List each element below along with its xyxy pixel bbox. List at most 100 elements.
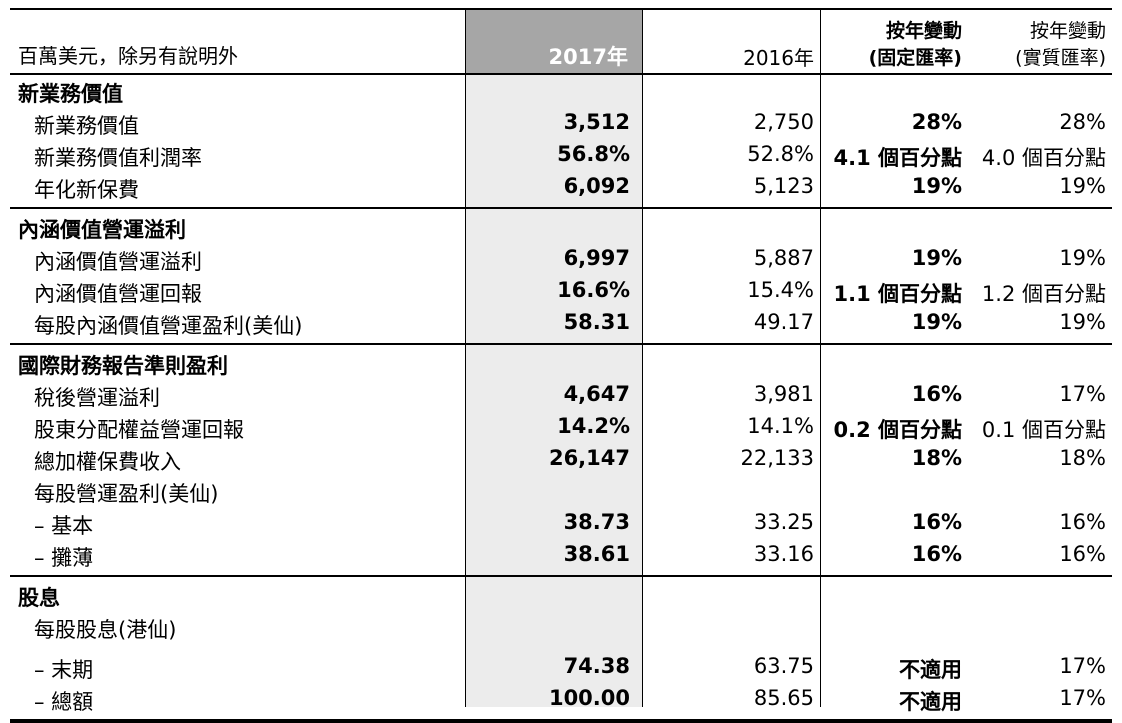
header-col-change-constant: 按年變動 (固定匯率) <box>842 18 962 72</box>
value-2017: 74.38 <box>563 654 630 678</box>
table-row: – 末期 74.38 63.75 不適用 17% <box>10 651 1112 683</box>
value-2016: 33.16 <box>753 542 814 566</box>
row-label: 新業務價值利潤率 <box>34 146 202 170</box>
change-constant-fx: 1.1 個百分點 <box>833 282 962 306</box>
table-row: 每股內涵價值營運盈利(美仙) 58.31 49.17 19% 19% <box>10 307 1112 339</box>
table-row: 新業務價值利潤率 56.8% 52.8% 4.1 個百分點 4.0 個百分點 <box>10 139 1112 171</box>
header-col-2017: 2017年 <box>465 10 642 73</box>
value-2017: 14.2% <box>557 414 630 438</box>
value-2016: 5,123 <box>753 174 814 198</box>
table-row: 稅後營運溢利 4,647 3,981 16% 17% <box>10 379 1112 411</box>
change-constant-fx: 0.2 個百分點 <box>833 418 962 442</box>
row-label: – 攤薄 <box>34 546 94 570</box>
value-2017: 100.00 <box>548 686 630 710</box>
row-label: 新業務價值 <box>34 114 139 138</box>
value-2017: 4,647 <box>563 382 630 406</box>
change-actual-fx: 19% <box>1059 174 1106 198</box>
section-divider <box>10 719 1112 723</box>
table-row: – 基本 38.73 33.25 16% 16% <box>10 507 1112 539</box>
value-2016: 2,750 <box>753 110 814 134</box>
value-2017: 38.73 <box>563 510 630 534</box>
change-constant-fx: 18% <box>911 446 962 470</box>
change-actual-fx: 0.1 個百分點 <box>981 418 1106 442</box>
row-label: 內涵價值營運溢利 <box>34 250 202 274</box>
change-actual-fx: 16% <box>1059 510 1106 534</box>
table-row: 每股營運盈利(美仙) <box>10 475 1112 507</box>
row-label: 股東分配權益營運回報 <box>34 418 244 442</box>
table-row: 內涵價值營運溢利 6,997 5,887 19% 19% <box>10 243 1112 275</box>
value-2017: 56.8% <box>557 142 630 166</box>
row-label: 年化新保費 <box>34 178 139 202</box>
change-constant-fx: 16% <box>911 510 962 534</box>
section-title: 內涵價值營運溢利 <box>18 218 186 242</box>
table-row: 內涵價值營運回報 16.6% 15.4% 1.1 個百分點 1.2 個百分點 <box>10 275 1112 307</box>
col-2017-shading <box>465 75 642 707</box>
value-2016: 14.1% <box>747 414 814 438</box>
change-constant-fx: 不適用 <box>899 690 962 714</box>
value-2017: 26,147 <box>548 446 630 470</box>
row-label: – 總額 <box>34 690 94 714</box>
change-constant-fx: 28% <box>911 110 962 134</box>
value-2016: 33.25 <box>753 510 814 534</box>
table-row: 年化新保費 6,092 5,123 19% 19% <box>10 171 1112 203</box>
divider-right-2017 <box>642 8 643 707</box>
table-row: 股東分配權益營運回報 14.2% 14.1% 0.2 個百分點 0.1 個百分點 <box>10 411 1112 443</box>
row-label: 內涵價值營運回報 <box>34 282 202 306</box>
change-constant-fx: 4.1 個百分點 <box>833 146 962 170</box>
financial-summary-table: 2017年 百萬美元，除另有說明外 2016年 按年變動 (固定匯率) 按年變動… <box>10 8 1112 723</box>
change-constant-fx: 19% <box>911 310 962 334</box>
change-actual-fx: 19% <box>1059 310 1106 334</box>
header-2017-label: 2017年 <box>548 45 628 69</box>
section-divider <box>10 343 1112 345</box>
value-2017: 38.61 <box>563 542 630 566</box>
header-col-change-actual: 按年變動 (實質匯率) <box>976 18 1106 72</box>
change-actual-fx: 1.2 個百分點 <box>981 282 1106 306</box>
change-constant-fx: 19% <box>911 174 962 198</box>
divider-right-2016 <box>820 8 821 707</box>
row-label: – 末期 <box>34 658 94 682</box>
table-row: 每股股息(港仙) <box>10 611 1112 643</box>
change-actual-fx: 17% <box>1059 382 1106 406</box>
section-title: 股息 <box>18 586 60 610</box>
change-constant-fx: 16% <box>911 542 962 566</box>
header-unit-label: 百萬美元，除另有說明外 <box>18 44 238 68</box>
value-2017: 16.6% <box>557 278 630 302</box>
value-2016: 22,133 <box>740 446 814 470</box>
value-2016: 52.8% <box>747 142 814 166</box>
row-label: 每股內涵價值營運盈利(美仙) <box>34 314 303 338</box>
change-actual-fx: 4.0 個百分點 <box>981 146 1106 170</box>
table-header: 2017年 百萬美元，除另有說明外 2016年 按年變動 (固定匯率) 按年變動… <box>10 8 1112 75</box>
change-actual-fx: 17% <box>1059 654 1106 678</box>
section-divider <box>10 207 1112 209</box>
value-2016: 15.4% <box>747 278 814 302</box>
header-change-actual-line1: 按年變動 <box>1029 20 1106 42</box>
change-actual-fx: 16% <box>1059 542 1106 566</box>
table-row: – 總額 100.00 85.65 不適用 17% <box>10 683 1112 715</box>
divider-left-2017 <box>465 8 466 707</box>
section-divider <box>10 575 1112 577</box>
header-change-constant-line2: (固定匯率) <box>868 47 962 69</box>
row-label: – 基本 <box>34 514 94 538</box>
change-constant-fx: 16% <box>911 382 962 406</box>
row-label: 每股股息(港仙) <box>34 618 177 642</box>
value-2016: 63.75 <box>753 654 814 678</box>
value-2017: 6,997 <box>563 246 630 270</box>
change-actual-fx: 18% <box>1059 446 1106 470</box>
value-2017: 6,092 <box>563 174 630 198</box>
value-2017: 3,512 <box>563 110 630 134</box>
value-2016: 3,981 <box>753 382 814 406</box>
value-2016: 85.65 <box>753 686 814 710</box>
change-actual-fx: 17% <box>1059 686 1106 710</box>
value-2016: 49.17 <box>753 310 814 334</box>
change-constant-fx: 不適用 <box>899 658 962 682</box>
row-label: 每股營運盈利(美仙) <box>34 482 219 506</box>
table-row: 新業務價值 3,512 2,750 28% 28% <box>10 107 1112 139</box>
change-actual-fx: 19% <box>1059 246 1106 270</box>
table-row: 總加權保費收入 26,147 22,133 18% 18% <box>10 443 1112 475</box>
table-row: – 攤薄 38.61 33.16 16% 16% <box>10 539 1112 571</box>
row-label: 稅後營運溢利 <box>34 386 160 410</box>
header-change-actual-line2: (實質匯率) <box>1015 47 1106 69</box>
section-title: 新業務價值 <box>18 82 123 106</box>
change-constant-fx: 19% <box>911 246 962 270</box>
header-2016-label: 2016年 <box>743 46 814 70</box>
